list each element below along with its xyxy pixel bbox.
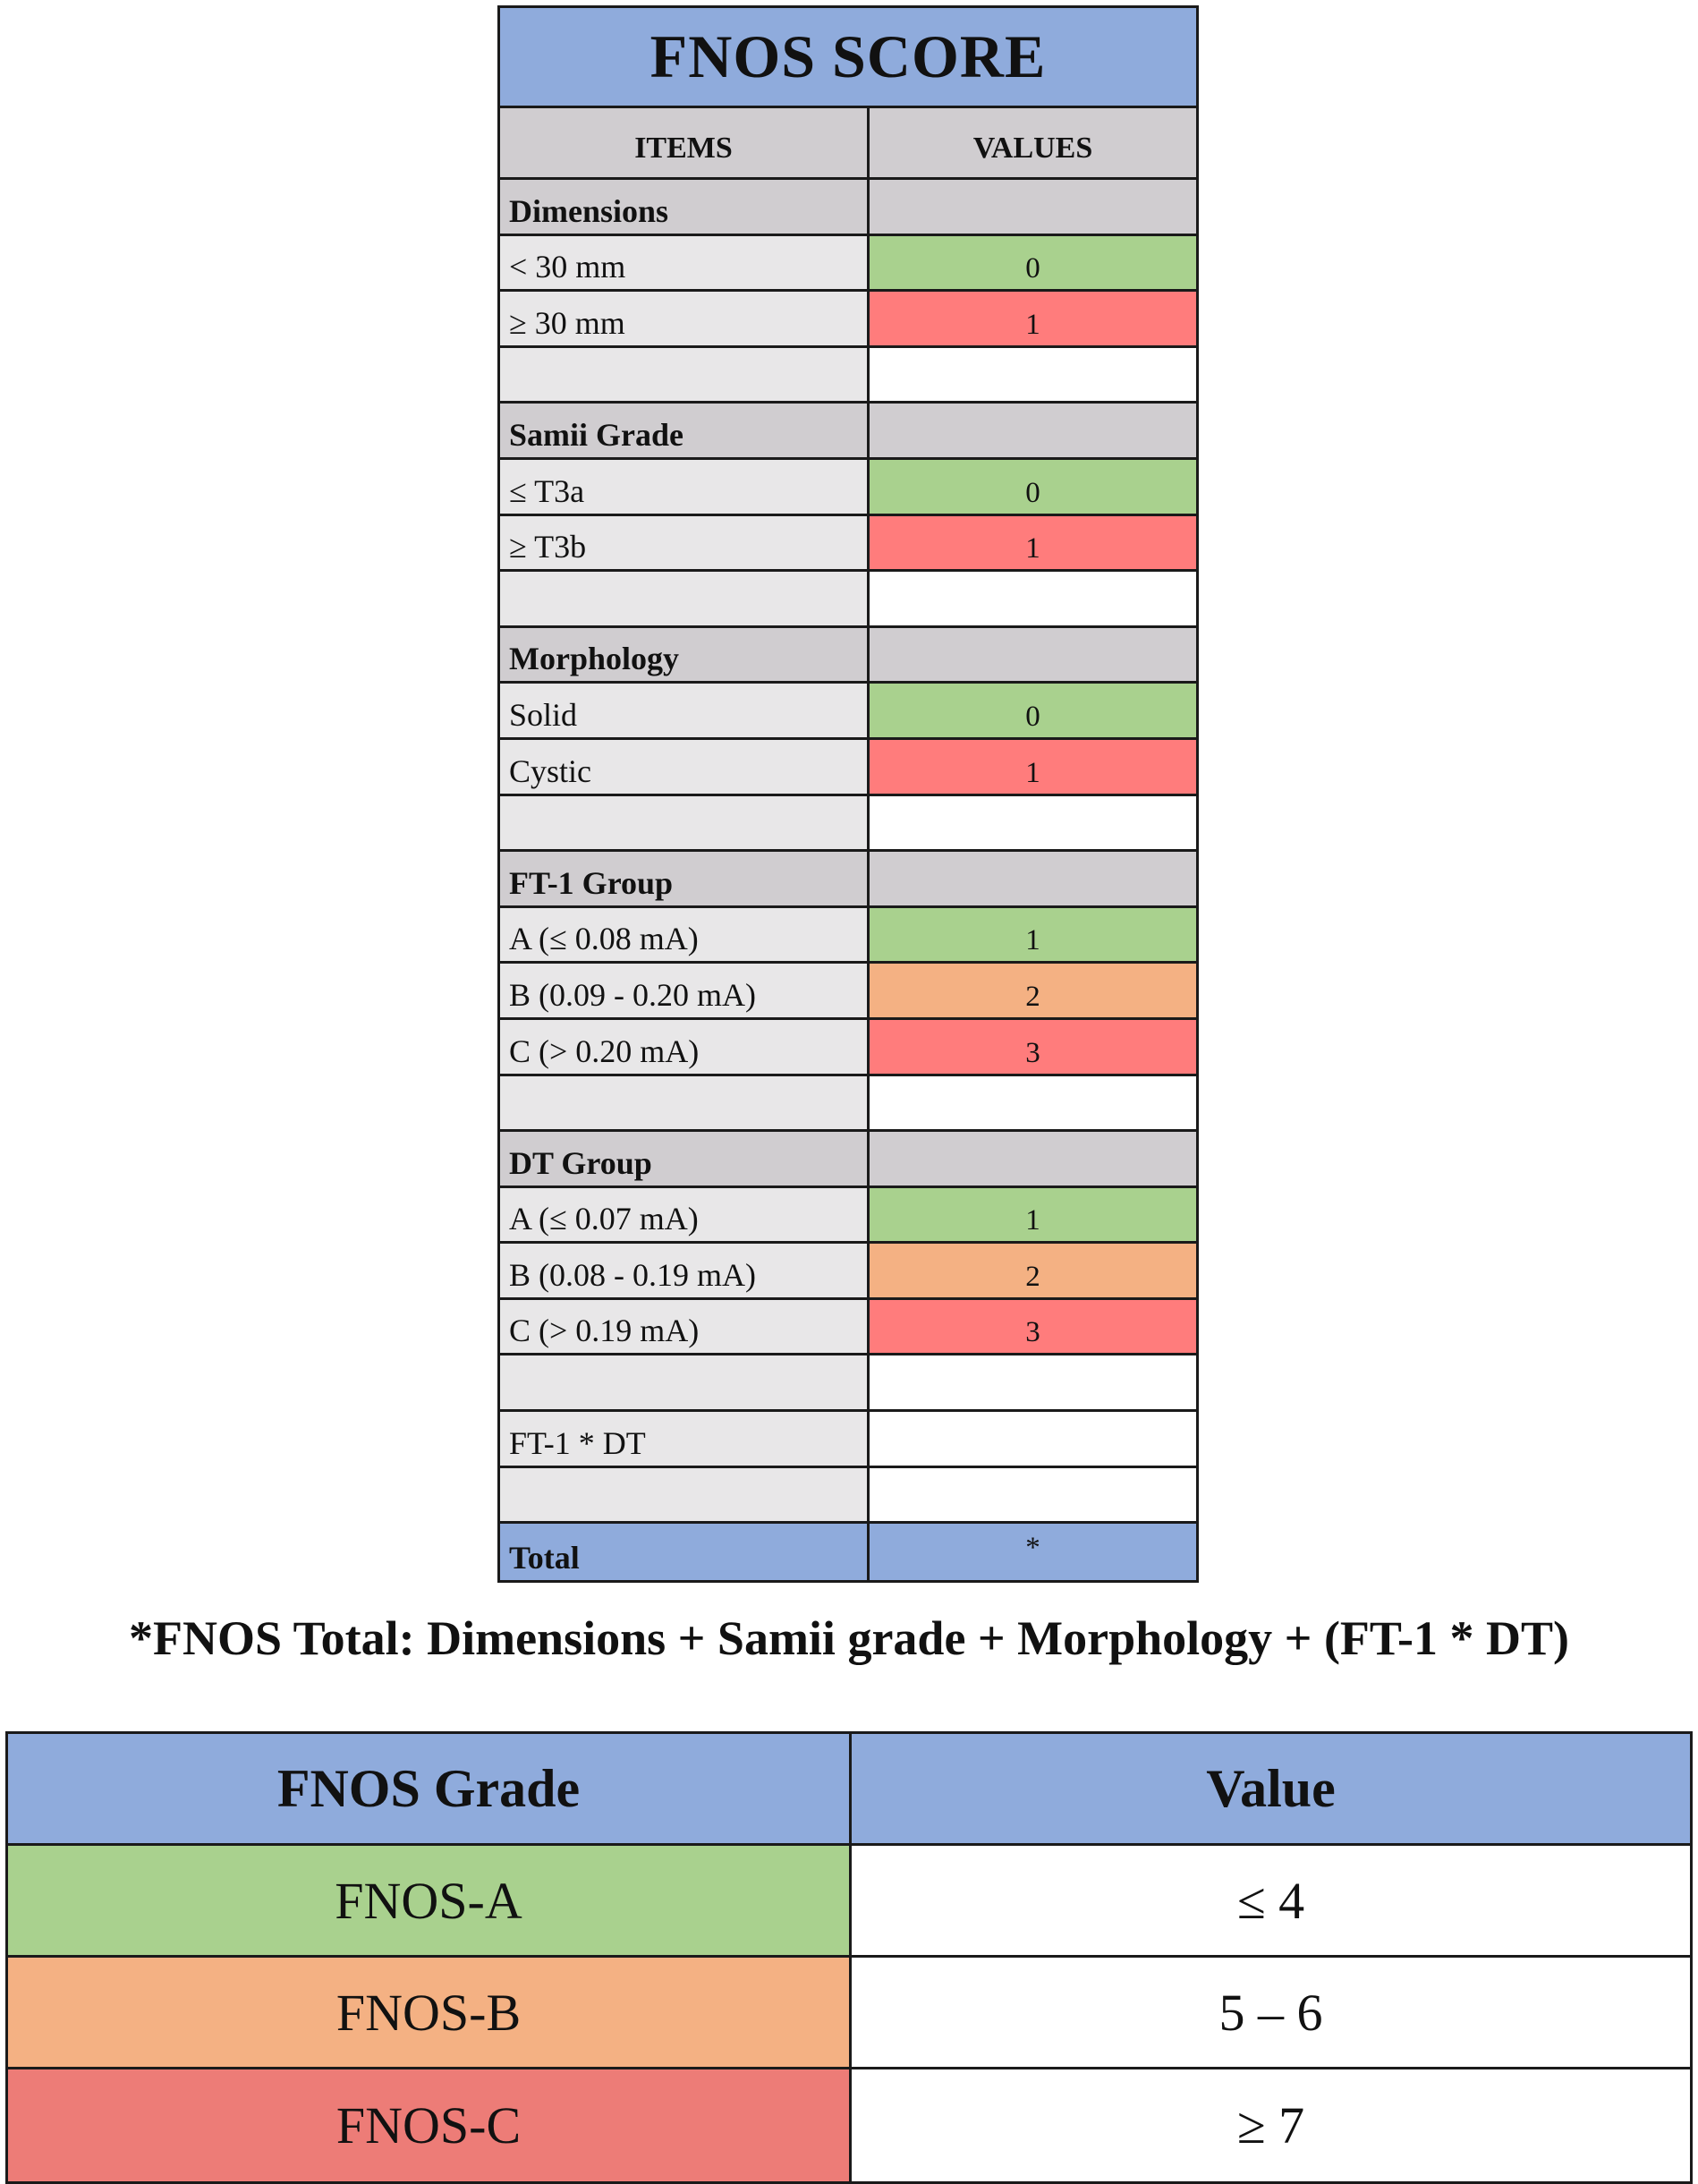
score-value [870,347,1196,402]
fnos-score-table: FNOS SCORE ITEMS VALUES Dimensions < 30 m… [497,5,1199,1583]
item-label: C (> 0.19 mA) [500,1299,870,1354]
items-column-header: ITEMS [500,108,870,177]
score-row-spacer [500,572,1196,628]
grade-value: 5 – 6 [852,1958,1690,2067]
score-row-cat: DT Group [500,1132,1196,1188]
item-label: ≥ T3b [500,515,870,570]
grade-table-body: FNOS-A ≤ 4 FNOS-B 5 – 6 FNOS-C ≥ 7 [8,1846,1690,2181]
score-value: 3 [870,1299,1196,1354]
score-row-opt: C (> 0.19 mA) 3 [500,1299,1196,1356]
score-value [870,1075,1196,1130]
item-label [500,1075,870,1130]
score-row-opt: ≤ T3a 0 [500,459,1196,516]
item-label: Cystic [500,739,870,794]
score-value: 0 [870,235,1196,290]
score-value: 2 [870,1244,1196,1297]
score-row-cat: Morphology [500,627,1196,684]
item-label: C (> 0.20 mA) [500,1019,870,1074]
score-table-title: FNOS SCORE [500,8,1196,108]
item-label: Solid [500,684,870,737]
item-label: A (≤ 0.08 mA) [500,907,870,962]
total-value: * [870,1524,1196,1580]
score-row-opt: A (≤ 0.08 mA) 1 [500,907,1196,965]
score-value: 2 [870,964,1196,1017]
item-label [500,795,870,850]
score-row-cat: Dimensions [500,180,1196,236]
score-row-opt: Cystic 1 [500,739,1196,796]
item-label [500,1467,870,1522]
fnos-total-formula: *FNOS Total: Dimensions + Samii grade + … [129,1611,1569,1665]
score-row-opt: ≥ T3b 1 [500,515,1196,573]
item-label: B (0.08 - 0.19 mA) [500,1244,870,1297]
score-row-cat: FT-1 Group [500,852,1196,908]
grade-row: FNOS-A ≤ 4 [8,1846,1690,1958]
score-row-spacer [500,1075,1196,1133]
score-row-opt: < 30 mm 0 [500,235,1196,293]
score-value: 1 [870,739,1196,794]
score-value: 1 [870,907,1196,962]
score-value: 0 [870,684,1196,737]
grade-label: FNOS-C [8,2069,852,2181]
item-label [500,1355,870,1410]
total-label: Total [500,1524,870,1580]
score-row-cat: Samii Grade [500,404,1196,460]
score-table-body: Dimensions < 30 mm 0 ≥ 30 mm 1 Samii Grade ≤ T… [500,180,1196,1580]
category-label: Dimensions [500,180,870,234]
score-row-total: Total * [500,1524,1196,1580]
score-row-opt: C (> 0.20 mA) 3 [500,1019,1196,1076]
item-label: ≤ T3a [500,459,870,514]
score-row-spacer [500,795,1196,853]
grade-value: ≥ 7 [852,2069,1690,2181]
grade-value: ≤ 4 [852,1846,1690,1955]
score-value: 1 [870,515,1196,570]
category-label: FT-1 Group [500,852,870,905]
score-row-opt: B (0.09 - 0.20 mA) 2 [500,964,1196,1020]
score-row-opt: Solid 0 [500,684,1196,740]
category-label: Morphology [500,627,870,682]
color-scale-cell [870,1412,1196,1466]
grade-label: FNOS-B [8,1958,852,2067]
grade-column-header: FNOS Grade [8,1734,852,1843]
score-row-spacer [500,1467,1196,1525]
item-label: FT-1 * DT [500,1412,870,1466]
grade-row: FNOS-B 5 – 6 [8,1958,1690,2069]
category-label: DT Group [500,1132,870,1185]
item-label: ≥ 30 mm [500,292,870,345]
score-row-opt: A (≤ 0.07 mA) 1 [500,1187,1196,1245]
score-value [870,1355,1196,1410]
score-value: 0 [870,459,1196,514]
item-label: B (0.09 - 0.20 mA) [500,964,870,1017]
score-table-header-row: ITEMS VALUES [500,108,1196,180]
fnos-grade-table: FNOS Grade Value FNOS-A ≤ 4 FNOS-B 5 – 6 FNO… [5,1731,1693,2184]
grade-label: FNOS-A [8,1846,852,1955]
score-value [870,852,1196,905]
values-column-header: VALUES [870,108,1196,177]
score-value [870,1132,1196,1185]
item-label: < 30 mm [500,235,870,290]
value-column-header: Value [852,1734,1690,1843]
category-label: Samii Grade [500,404,870,457]
grade-table-header-row: FNOS Grade Value [8,1734,1690,1846]
score-value [870,180,1196,234]
score-value [870,795,1196,850]
score-row-tri: FT-1 * DT [500,1412,1196,1468]
score-row-spacer [500,347,1196,404]
score-row-opt: ≥ 30 mm 1 [500,292,1196,348]
item-label: A (≤ 0.07 mA) [500,1187,870,1242]
score-value: 1 [870,292,1196,345]
item-label [500,572,870,625]
score-value [870,1467,1196,1522]
score-value: 1 [870,1187,1196,1242]
score-value: 3 [870,1019,1196,1074]
score-row-spacer [500,1355,1196,1413]
grade-row: FNOS-C ≥ 7 [8,2069,1690,2181]
score-row-opt: B (0.08 - 0.19 mA) 2 [500,1244,1196,1300]
score-value [870,627,1196,682]
score-value [870,404,1196,457]
item-label [500,347,870,402]
score-value [870,572,1196,625]
